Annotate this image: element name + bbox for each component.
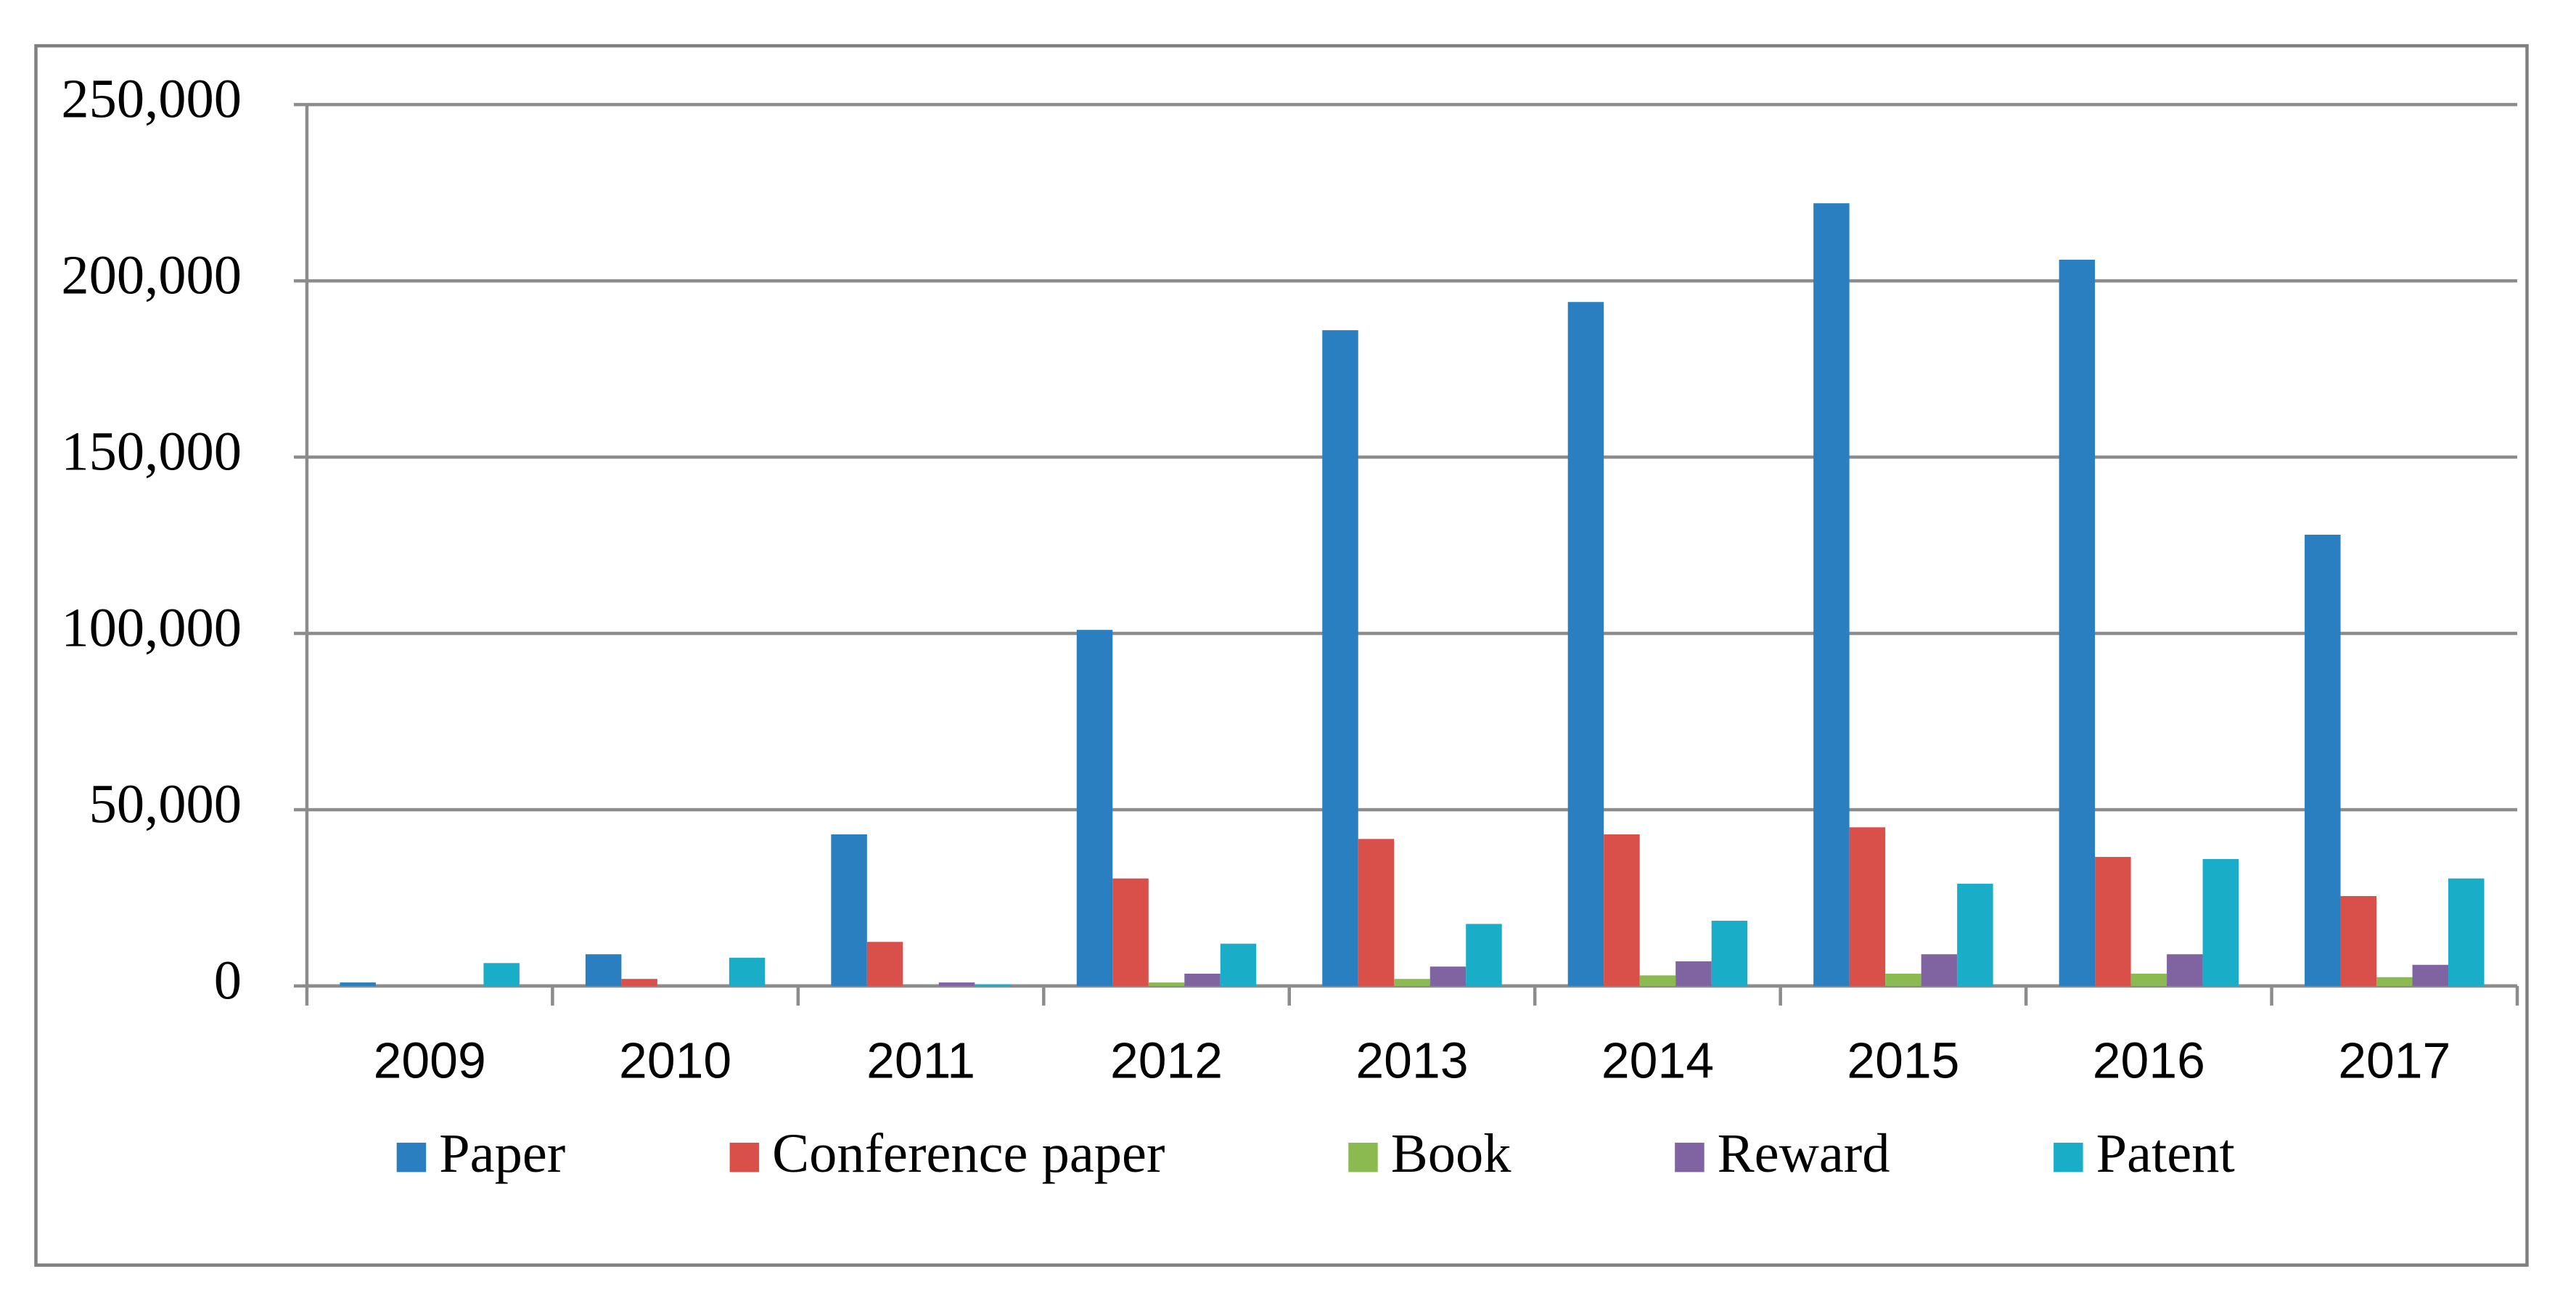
bar	[1220, 943, 1257, 986]
x-tick-label: 2017	[2338, 1032, 2450, 1088]
x-tick-label: 2013	[1355, 1032, 1468, 1088]
bar	[1885, 973, 1921, 986]
bar	[1358, 839, 1395, 986]
y-tick-label: 0	[214, 949, 242, 1011]
y-tick-label: 150,000	[61, 421, 242, 482]
bar	[621, 979, 657, 986]
bar	[1148, 982, 1185, 986]
x-tick-label: 2015	[1847, 1032, 1959, 1088]
bar	[1322, 330, 1358, 986]
bar	[1429, 966, 1467, 986]
bar	[1813, 203, 1850, 986]
x-tick-label: 2016	[2093, 1032, 2205, 1088]
bar	[2167, 954, 2203, 986]
bar	[1112, 878, 1149, 986]
bar	[2095, 857, 2131, 986]
bar	[729, 958, 766, 986]
legend-label: Conference paper	[772, 1122, 1165, 1184]
x-tick-label: 2010	[619, 1032, 731, 1088]
legend-swatch	[2054, 1142, 2083, 1172]
bar	[975, 984, 1011, 986]
x-tick-label: 2009	[374, 1032, 486, 1088]
y-tick-label: 250,000	[61, 68, 242, 130]
bar	[1849, 827, 1886, 986]
bar	[938, 982, 975, 986]
bar	[2448, 878, 2485, 986]
bar	[831, 834, 867, 986]
x-tick-label: 2012	[1110, 1032, 1223, 1088]
y-tick-label: 100,000	[61, 597, 242, 659]
legend-label: Reward	[1718, 1122, 1890, 1184]
bar	[1184, 973, 1221, 986]
bar	[2340, 896, 2377, 986]
bar	[2130, 973, 2167, 986]
bar	[1604, 834, 1640, 986]
bar	[1675, 961, 1712, 986]
bar	[1921, 954, 1958, 986]
legend-swatch	[396, 1142, 427, 1172]
legend-swatch	[729, 1142, 760, 1172]
bar	[1394, 979, 1430, 986]
bar	[585, 954, 622, 986]
legend-swatch	[1348, 1142, 1378, 1172]
bar	[1639, 975, 1676, 986]
bar	[866, 942, 903, 986]
bar	[1466, 924, 1502, 986]
bar	[2305, 534, 2341, 986]
bar	[2376, 977, 2413, 986]
y-tick-label: 200,000	[61, 245, 242, 306]
chart-border	[34, 44, 2529, 1267]
bar	[1076, 630, 1113, 986]
bar	[340, 982, 376, 986]
legend-swatch	[1675, 1142, 1705, 1172]
y-tick-label: 50,000	[89, 773, 242, 835]
x-tick-label: 2011	[866, 1032, 975, 1088]
bar	[2059, 259, 2096, 986]
bar	[483, 963, 520, 986]
bar	[1957, 884, 1993, 986]
bar	[2202, 859, 2239, 986]
x-tick-label: 2014	[1601, 1032, 1714, 1088]
legend-label: Patent	[2096, 1122, 2235, 1184]
legend-label: Paper	[439, 1122, 565, 1184]
bar	[1567, 302, 1604, 986]
legend-label: Book	[1391, 1122, 1511, 1184]
bar	[2412, 964, 2449, 986]
bar	[1711, 921, 1748, 986]
